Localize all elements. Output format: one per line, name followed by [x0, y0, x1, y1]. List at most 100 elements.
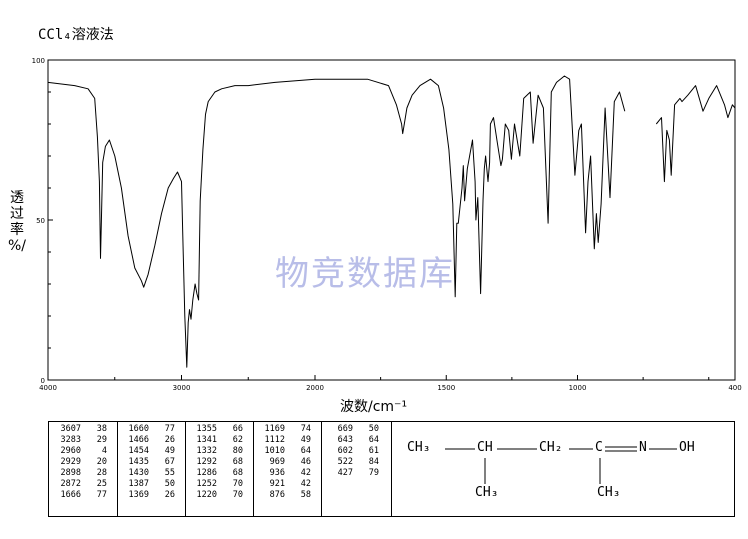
peak-row: 1169 74: [255, 424, 311, 435]
peak-transmittance: 58: [300, 490, 311, 500]
peak-wavenumber: 969: [269, 457, 285, 467]
ir-spectrum-chart: 4000 3000 2000 1500 1000 400 0 50 100: [32, 57, 742, 392]
peak-transmittance: 50: [368, 424, 379, 434]
peak-row: 1435 67: [119, 457, 175, 468]
structure-bonds: [445, 446, 677, 484]
peak-row: 2929 20: [51, 457, 107, 468]
x-tick-label: 4000: [39, 384, 57, 392]
x-tick-label: 2000: [306, 384, 324, 392]
x-tick-label: 400: [728, 384, 741, 392]
x-tick-label: 1500: [437, 384, 455, 392]
peak-row: 1010 64: [255, 446, 311, 457]
structure-ch3-branch2: CH₃: [597, 485, 621, 500]
peak-transmittance: 46: [300, 457, 311, 467]
peak-row: 969 46: [255, 457, 311, 468]
y-axis-label: 透 过 率 %/: [6, 190, 28, 254]
peak-wavenumber: 2898: [60, 468, 81, 478]
peak-wavenumber: 1112: [264, 435, 285, 445]
peak-wavenumber: 1430: [128, 468, 149, 478]
peak-wavenumber: 1454: [128, 446, 149, 456]
x-axis-label: 波数/cm⁻¹: [340, 399, 408, 415]
peak-transmittance: 70: [232, 479, 243, 489]
peak-column: 1169 74 1112 49 1010 64 969 46 936 42 921 42 876 58: [255, 424, 311, 514]
peak-row: 1666 77: [51, 490, 107, 501]
peak-row: 1286 68: [187, 468, 243, 479]
peak-wavenumber: 1466: [128, 435, 149, 445]
column-divider: [391, 422, 392, 516]
x-tick-label: 1000: [569, 384, 587, 392]
y-axis-label-char: 率: [10, 222, 24, 238]
peak-row: 3283 29: [51, 435, 107, 446]
peak-row: 3607 38: [51, 424, 107, 435]
y-axis-ticks: 0 50 100: [32, 57, 53, 385]
peak-row: 1466 26: [119, 435, 175, 446]
peak-transmittance: 74: [300, 424, 311, 434]
peak-row: 1660 77: [119, 424, 175, 435]
peak-transmittance: 62: [232, 435, 243, 445]
structure-oh: OH: [679, 440, 695, 455]
peak-transmittance: 70: [232, 490, 243, 500]
peak-row: 522 84: [323, 457, 379, 468]
peak-transmittance: 49: [300, 435, 311, 445]
peak-wavenumber: 669: [337, 424, 353, 434]
spectrum-line: [655, 85, 736, 183]
peak-row: 2872 25: [51, 479, 107, 490]
structure-ch3-left: CH₃: [407, 440, 431, 455]
peak-column: 1660 77 1466 26 1454 49 1435 67 1430 55 1387 50 1369…: [119, 424, 175, 514]
peak-wavenumber: 876: [269, 490, 285, 500]
peak-wavenumber: 1435: [128, 457, 149, 467]
peak-transmittance: 66: [232, 424, 243, 434]
peak-wavenumber: 921: [269, 479, 285, 489]
peak-transmittance: 64: [300, 446, 311, 456]
peak-transmittance: 77: [164, 424, 175, 434]
y-tick-label: 50: [36, 217, 45, 225]
peak-wavenumber: 2960: [60, 446, 81, 456]
peak-table: 3607 38 3283 29 2960 4 2929 20 2898 28 2872 25 1666 7…: [48, 421, 735, 517]
structure-ch3-branch1: CH₃: [475, 485, 499, 500]
peak-wavenumber: 1286: [196, 468, 217, 478]
peak-transmittance: 29: [96, 435, 107, 445]
structure-ch: CH: [477, 440, 493, 455]
peak-wavenumber: 1010: [264, 446, 285, 456]
column-divider: [253, 422, 254, 516]
y-axis-label-char: 过: [10, 206, 24, 222]
peak-column: 1355 66 1341 62 1332 80 1292 68 1286 68 1252 70 1220…: [187, 424, 243, 514]
peak-wavenumber: 1292: [196, 457, 217, 467]
peak-row: 643 64: [323, 435, 379, 446]
peak-transmittance: 38: [96, 424, 107, 434]
peak-column: 3607 38 3283 29 2960 4 2929 20 2898 28 2872 25 1666 7…: [51, 424, 107, 514]
peak-row: 1332 80: [187, 446, 243, 457]
spectrum-traces: [47, 75, 736, 368]
plot-frame: [47, 59, 736, 381]
peak-row: 1292 68: [187, 457, 243, 468]
peak-wavenumber: 602: [337, 446, 353, 456]
peak-wavenumber: 2929: [60, 457, 81, 467]
y-tick-label: 100: [32, 57, 45, 65]
peak-transmittance: 55: [164, 468, 175, 478]
peak-row: 921 42: [255, 479, 311, 490]
peak-row: 1341 62: [187, 435, 243, 446]
peak-wavenumber: 643: [337, 435, 353, 445]
peak-row: 1252 70: [187, 479, 243, 490]
peak-row: 1112 49: [255, 435, 311, 446]
y-axis-label-char: 透: [10, 190, 24, 206]
peak-wavenumber: 1252: [196, 479, 217, 489]
peak-transmittance: 20: [96, 457, 107, 467]
peak-row: 1387 50: [119, 479, 175, 490]
spectrum-line: [47, 75, 626, 368]
peak-row: 1369 26: [119, 490, 175, 501]
peak-wavenumber: 936: [269, 468, 285, 478]
peak-transmittance: 79: [368, 468, 379, 478]
structure-ch2: CH₂: [539, 440, 563, 455]
peak-transmittance: 50: [164, 479, 175, 489]
column-divider: [117, 422, 118, 516]
peak-row: 602 61: [323, 446, 379, 457]
column-divider: [321, 422, 322, 516]
column-divider: [185, 422, 186, 516]
peak-wavenumber: 1332: [196, 446, 217, 456]
peak-transmittance: 49: [164, 446, 175, 456]
peak-transmittance: 68: [232, 468, 243, 478]
peak-row: 2960 4: [51, 446, 107, 457]
peak-row: 876 58: [255, 490, 311, 501]
peak-transmittance: 67: [164, 457, 175, 467]
